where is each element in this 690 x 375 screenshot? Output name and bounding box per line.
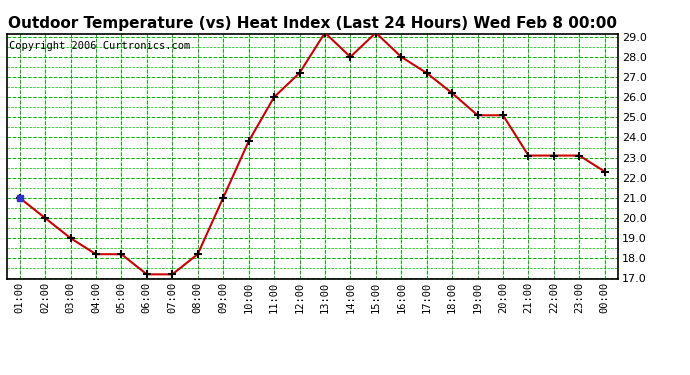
- Title: Outdoor Temperature (vs) Heat Index (Last 24 Hours) Wed Feb 8 00:00: Outdoor Temperature (vs) Heat Index (Las…: [8, 16, 617, 31]
- Text: Copyright 2006 Curtronics.com: Copyright 2006 Curtronics.com: [9, 41, 190, 51]
